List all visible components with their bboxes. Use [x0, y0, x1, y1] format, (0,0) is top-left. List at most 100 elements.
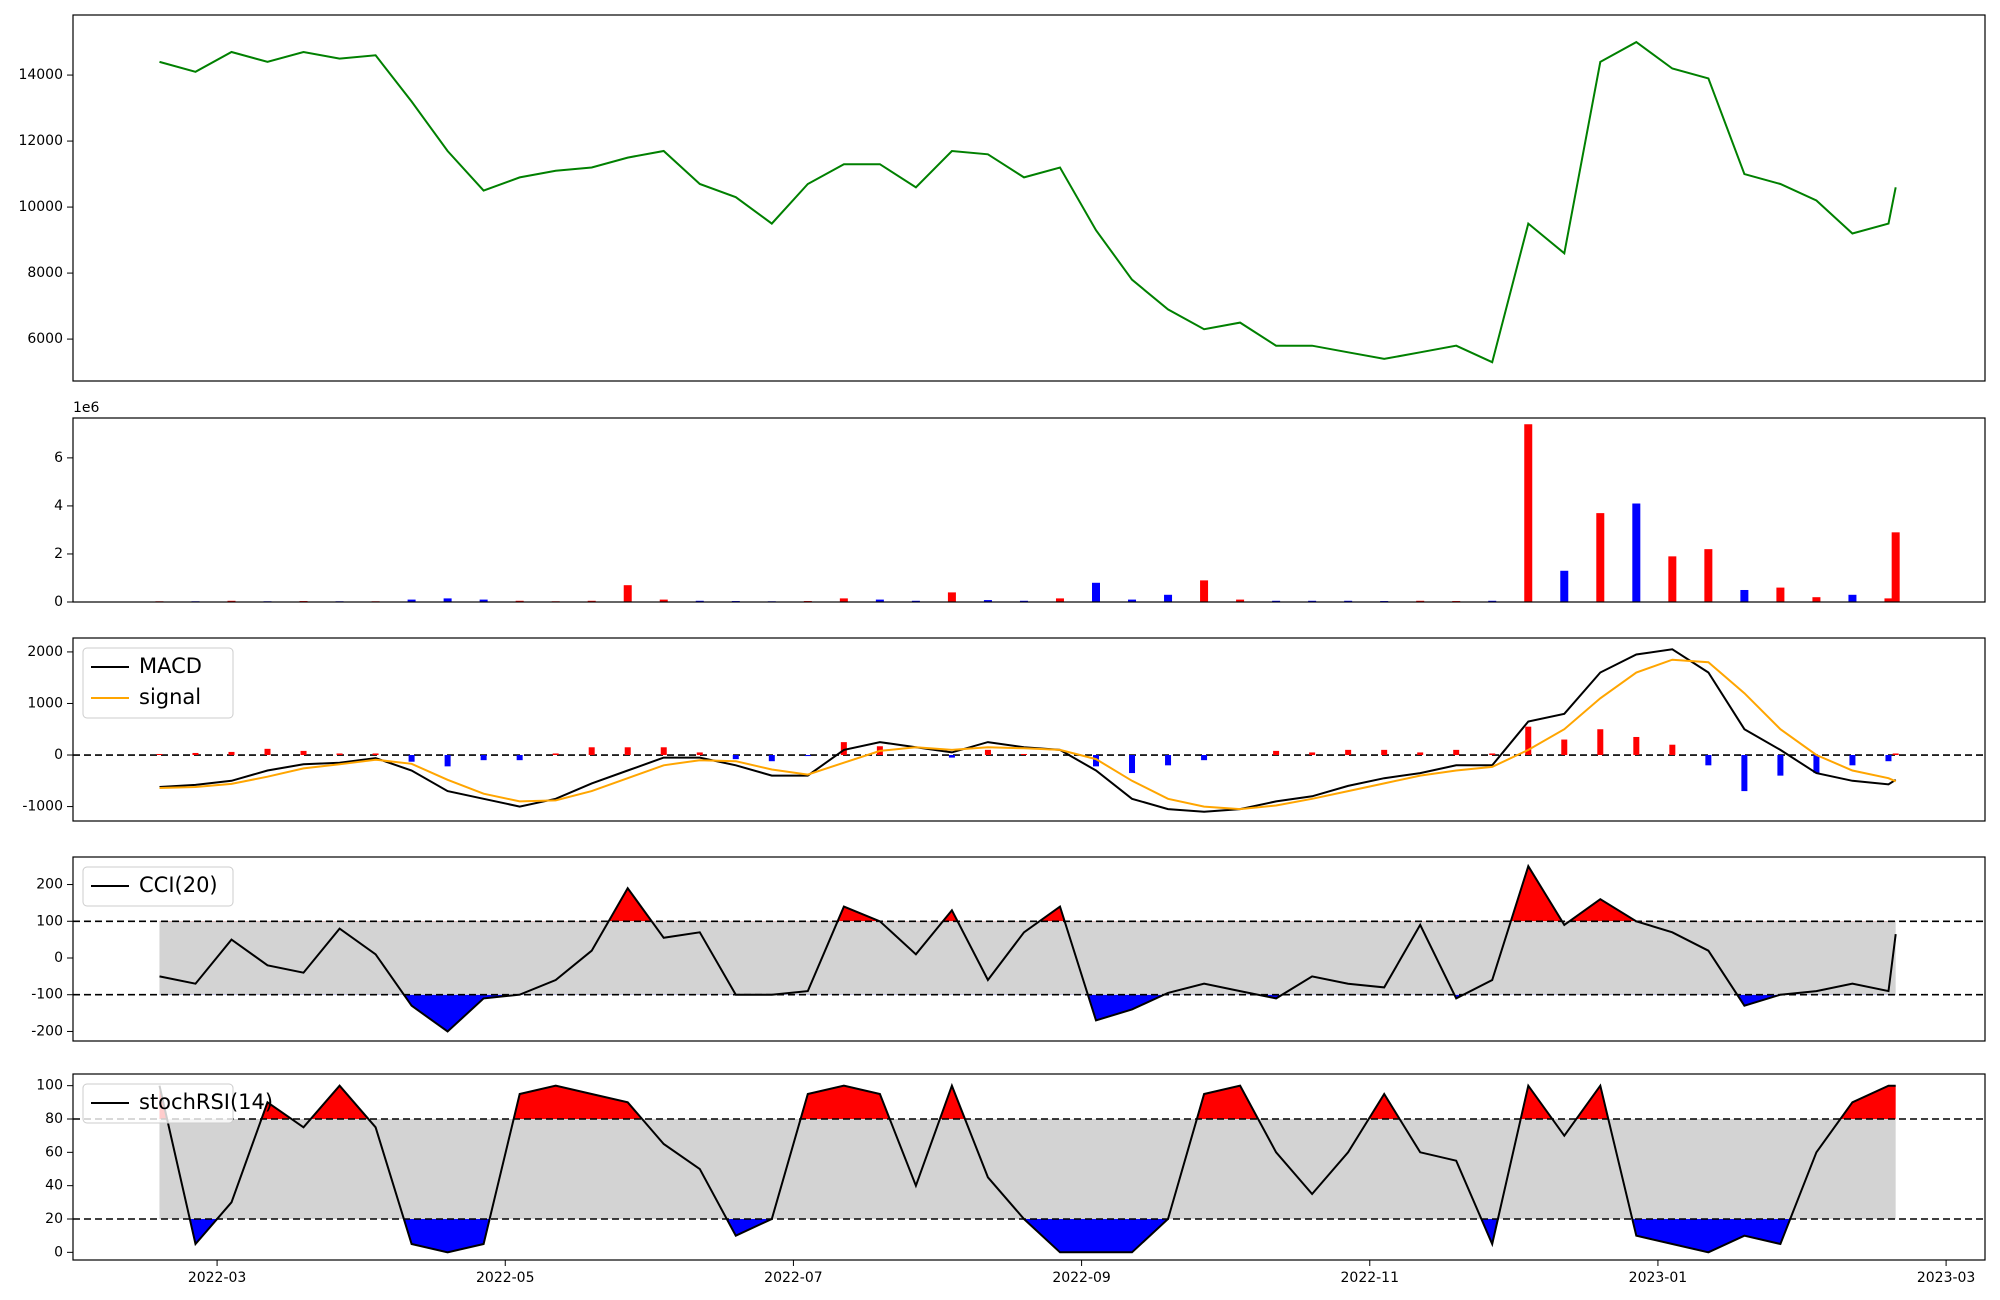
bar — [1524, 424, 1533, 602]
bar — [911, 600, 920, 602]
line-series — [158, 1082, 1896, 1254]
histogram-bar — [1892, 753, 1899, 756]
histogram-bar — [372, 753, 379, 756]
legend-box — [82, 866, 234, 907]
histogram-bar — [1525, 726, 1532, 756]
oversold-fill — [159, 1219, 1896, 1253]
overbought-fill — [159, 1085, 1896, 1119]
y-tick-label: 6000 — [27, 331, 63, 347]
y-tick-label: 10000 — [18, 199, 63, 215]
y-tick-label: 4 — [54, 498, 63, 514]
y-tick-label: 100 — [36, 1078, 63, 1094]
histogram-bar — [552, 753, 559, 756]
axes-frame — [72, 637, 1986, 822]
histogram-bar — [264, 748, 271, 756]
y-tick-label: 14000 — [18, 67, 63, 83]
y-tick-label: 80 — [45, 1111, 63, 1127]
histogram-bar — [192, 752, 199, 756]
axes-frame — [72, 1073, 1986, 1261]
bar — [1884, 598, 1893, 602]
y-tick-label: 8000 — [27, 265, 63, 281]
y-tick-label: 100 — [36, 913, 63, 929]
bar — [1668, 556, 1677, 602]
line-series — [159, 40, 1897, 364]
histogram-bar — [984, 749, 991, 756]
bar — [839, 598, 848, 602]
bar — [1128, 599, 1137, 602]
histogram-bar — [1092, 755, 1099, 767]
bar — [1812, 597, 1821, 602]
bar — [659, 599, 668, 602]
overbought-fill — [608, 866, 1637, 922]
bar — [623, 585, 632, 602]
bar — [1416, 600, 1425, 602]
histogram-bar — [1381, 749, 1388, 756]
bar — [1200, 580, 1209, 602]
bar — [695, 600, 704, 602]
legend-label: signal — [139, 685, 201, 709]
legend-label: MACD — [139, 654, 202, 678]
x-tick-label: 2023-03 — [1917, 1270, 1976, 1286]
histogram-bar — [300, 750, 307, 756]
y-tick-label: -200 — [31, 1023, 63, 1039]
bar — [1488, 600, 1497, 602]
bar — [1560, 570, 1569, 602]
y-tick-label: 12000 — [18, 133, 63, 149]
histogram-bar — [948, 755, 955, 758]
histogram-bar — [1201, 755, 1208, 761]
x-tick-label: 2022-11 — [1341, 1270, 1400, 1286]
bar — [983, 600, 992, 602]
bar — [1091, 582, 1100, 602]
histogram-bar — [732, 755, 739, 760]
histogram-bar — [1345, 749, 1352, 756]
y-tick-label: 2000 — [27, 644, 63, 660]
x-tick-label: 2022-03 — [188, 1270, 247, 1286]
histogram-bar — [660, 747, 667, 756]
legend-label: CCI(20) — [139, 873, 218, 897]
histogram-bar — [624, 747, 631, 756]
histogram-bar — [1453, 749, 1460, 756]
histogram-bar — [588, 747, 595, 756]
bar — [1164, 594, 1173, 602]
bar — [947, 592, 956, 602]
y-tick-label: 0 — [54, 747, 63, 763]
bar — [1740, 589, 1749, 602]
histogram-bar — [1561, 739, 1568, 756]
line-series — [159, 863, 1897, 1033]
histogram-bar — [840, 742, 847, 756]
histogram-bar — [336, 753, 343, 756]
neutral-band — [159, 921, 1896, 995]
bar — [1704, 549, 1713, 602]
histogram-bar — [1020, 753, 1027, 756]
histogram-bar — [408, 755, 415, 762]
bar — [1632, 503, 1641, 602]
legend-box — [82, 1083, 234, 1124]
histogram-bar — [1489, 753, 1496, 756]
bar — [479, 599, 488, 602]
histogram-bar — [1777, 755, 1784, 776]
bar — [1236, 599, 1245, 602]
y-tick-label: 2 — [54, 546, 63, 562]
histogram-bar — [444, 755, 451, 767]
bar — [515, 600, 524, 602]
histogram-bar — [1669, 744, 1676, 756]
x-tick-label: 2022-09 — [1052, 1270, 1111, 1286]
histogram-bar — [696, 752, 703, 756]
y-tick-label: 6 — [54, 450, 63, 466]
bar — [1308, 600, 1317, 602]
bar — [875, 599, 884, 602]
histogram-bar — [804, 755, 811, 757]
y-tick-label: 20 — [45, 1211, 63, 1227]
histogram-bar — [1705, 755, 1712, 766]
histogram-bar — [1633, 736, 1640, 756]
y-tick-label: 0 — [54, 950, 63, 966]
bar — [1019, 600, 1028, 602]
y-tick-label: 200 — [36, 877, 63, 893]
legend-label: stochRSI(14) — [139, 1090, 273, 1114]
histogram-bar — [1849, 755, 1856, 766]
axes-frame — [72, 417, 1986, 603]
histogram-bar — [480, 755, 487, 761]
bar — [1776, 587, 1785, 602]
